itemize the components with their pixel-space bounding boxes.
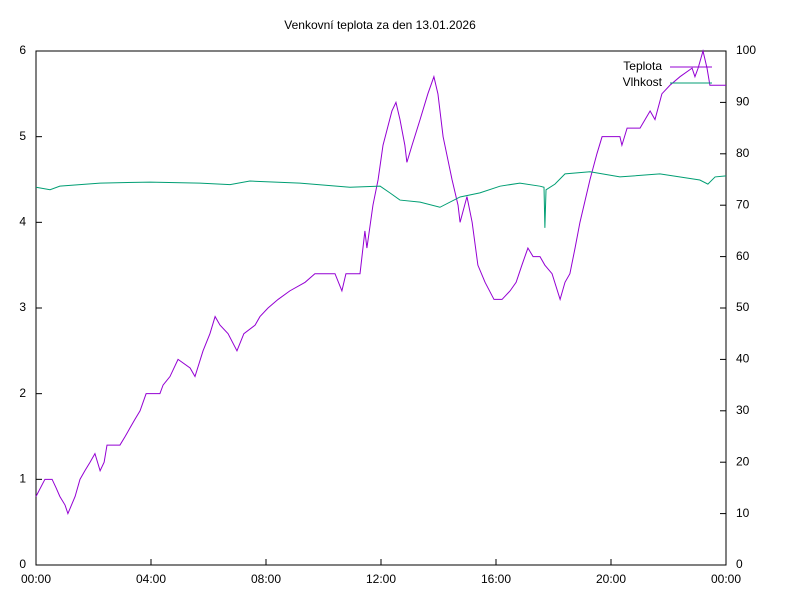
y2-tick-label: 40: [736, 352, 750, 366]
x-tick-label: 04:00: [136, 572, 166, 586]
y2-tick-label: 30: [736, 403, 750, 417]
x-tick-label: 08:00: [251, 572, 281, 586]
x-tick-label: 12:00: [366, 572, 396, 586]
y-tick-label: 4: [19, 215, 26, 229]
y2-tick-label: 0: [736, 557, 743, 571]
x-tick-label: 16:00: [481, 572, 511, 586]
data-line: [35, 49, 726, 516]
y-tick-label: 3: [19, 300, 26, 314]
y2-tick-label: 100: [736, 43, 756, 57]
y2-tick-label: 70: [736, 197, 750, 211]
y-tick-label: 5: [19, 129, 26, 143]
y2-tick-label: 80: [736, 146, 750, 160]
y-tick-label: 6: [19, 43, 26, 57]
chart-title: Venkovní teplota za den 13.01.2026: [284, 18, 476, 32]
y2-tick-label: 10: [736, 506, 750, 520]
x-tick-label: 00:00: [21, 572, 51, 586]
legend-label: Vlhkost: [623, 75, 663, 89]
x-tick-label: 00:00: [711, 572, 741, 586]
y2-tick-label: 20: [736, 454, 750, 468]
legend-label: Teplota: [623, 59, 662, 73]
y2-tick-label: 90: [736, 95, 750, 109]
x-tick-label: 20:00: [596, 572, 626, 586]
y-tick-label: 2: [19, 386, 26, 400]
y2-tick-label: 60: [736, 249, 750, 263]
y-tick-label: 0: [19, 557, 26, 571]
data-line: [35, 171, 727, 228]
y-tick-label: 1: [19, 472, 26, 486]
y2-tick-label: 50: [736, 300, 750, 314]
